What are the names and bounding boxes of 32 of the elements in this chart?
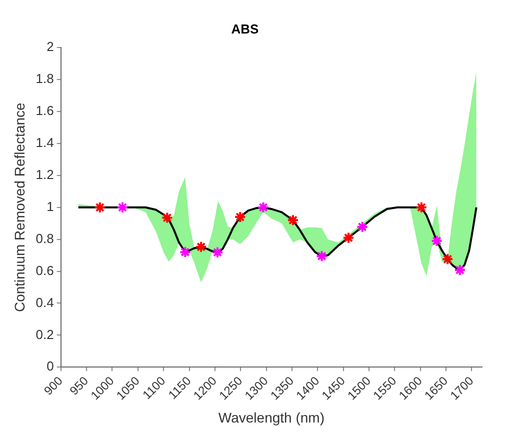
point bbox=[442, 253, 454, 266]
y-tick-label: 0.2 bbox=[36, 326, 54, 342]
point bbox=[415, 201, 428, 214]
point bbox=[179, 246, 192, 258]
point bbox=[430, 234, 443, 247]
x-axis-title: Wavelength (nm) bbox=[218, 409, 324, 426]
y-tick-label: 0 bbox=[46, 358, 54, 374]
point bbox=[234, 210, 246, 223]
y-tick-label: 1 bbox=[46, 198, 54, 214]
y-tick-label: 1.8 bbox=[36, 71, 54, 86]
y-axis-title: Continuum Removed Reflectance bbox=[11, 102, 28, 312]
point bbox=[356, 220, 368, 233]
y-tick-label: 0.8 bbox=[36, 230, 54, 246]
point bbox=[454, 264, 466, 276]
y-tick-label: 2 bbox=[46, 39, 54, 54]
point bbox=[212, 246, 224, 258]
chart-title: ABS bbox=[231, 21, 260, 36]
point bbox=[116, 201, 128, 214]
y-tick-label: 1.2 bbox=[36, 166, 54, 182]
point bbox=[161, 212, 174, 224]
y-tick-label: 0.6 bbox=[36, 262, 54, 278]
point bbox=[342, 232, 354, 244]
point bbox=[257, 201, 270, 214]
point bbox=[195, 240, 208, 253]
x-tick-label: 900 bbox=[41, 374, 66, 398]
x-tick-label: 950 bbox=[66, 374, 92, 398]
y-tick-label: 0.4 bbox=[36, 294, 54, 310]
y-tick-label: 1.4 bbox=[36, 135, 54, 150]
point bbox=[287, 214, 300, 226]
point bbox=[316, 250, 328, 262]
y-tick-label: 1.6 bbox=[36, 103, 54, 118]
point bbox=[94, 201, 106, 214]
